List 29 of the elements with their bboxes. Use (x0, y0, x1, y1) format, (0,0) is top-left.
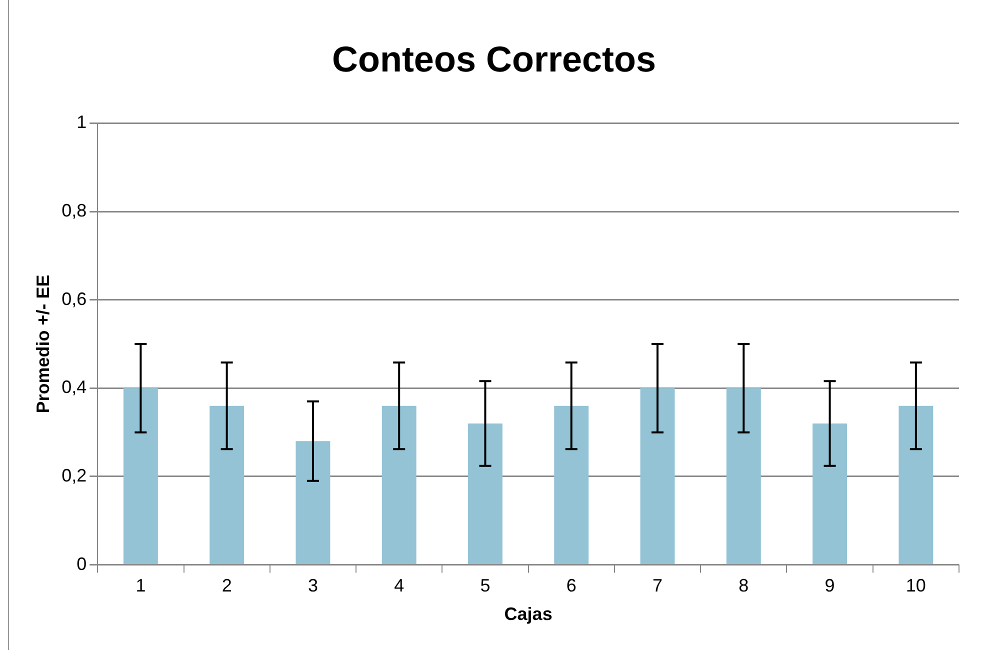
bar (554, 406, 589, 564)
x-tick-label: 1 (136, 576, 146, 596)
bar (640, 388, 675, 564)
x-tick-label: 2 (222, 576, 232, 596)
x-axis-title: Cajas (504, 604, 552, 624)
y-tick-label: 0,4 (62, 377, 87, 398)
bar (726, 388, 761, 564)
bar (123, 388, 158, 564)
y-tick-label: 0,2 (62, 465, 87, 486)
x-tick-label: 5 (480, 576, 490, 596)
y-tick-label: 0,8 (62, 200, 87, 220)
x-tick-label: 4 (394, 576, 404, 596)
bar (210, 406, 244, 564)
bar (468, 423, 502, 564)
bar (812, 423, 848, 564)
x-tick-label: 9 (824, 576, 835, 596)
bar (382, 406, 416, 564)
y-tick-label: 1 (76, 112, 87, 132)
y-tick-label: 0 (76, 554, 87, 574)
y-tick-label: 0,6 (62, 288, 87, 309)
x-tick-label: 7 (652, 576, 663, 596)
bar (296, 441, 330, 564)
y-axis-title: Promedio +/- EE (32, 274, 53, 414)
x-tick-label: 3 (308, 576, 318, 596)
chart-title: Conteos Correctos (332, 38, 656, 80)
x-tick-label: 8 (738, 576, 749, 596)
bar (898, 406, 934, 564)
x-tick-label: 6 (566, 576, 576, 596)
x-tick-label: 10 (906, 576, 926, 596)
